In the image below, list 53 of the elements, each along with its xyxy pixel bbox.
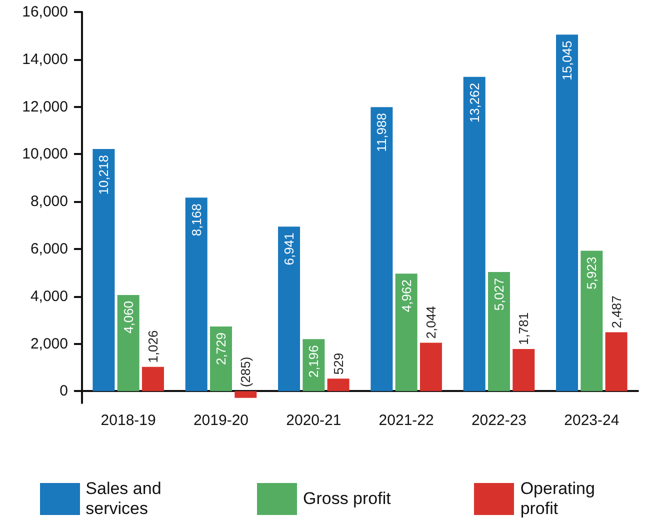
bar bbox=[210, 326, 232, 392]
data-label: 10,218 bbox=[96, 155, 112, 195]
y-tick-label: 0 bbox=[60, 382, 68, 400]
bar bbox=[185, 198, 208, 392]
data-label: 1,026 bbox=[145, 330, 160, 363]
bar bbox=[512, 348, 535, 392]
y-tick-label: 2,000 bbox=[30, 335, 68, 352]
bar bbox=[580, 250, 603, 392]
bar bbox=[278, 226, 300, 392]
bar bbox=[142, 366, 164, 392]
x-tick-label: 2023-24 bbox=[564, 412, 620, 429]
bar bbox=[420, 342, 442, 392]
legend-label: Gross profit bbox=[302, 489, 392, 509]
bar bbox=[395, 274, 418, 392]
data-label: 5,923 bbox=[584, 256, 600, 290]
data-label: 1,781 bbox=[516, 312, 532, 345]
data-label: (285) bbox=[238, 356, 254, 388]
y-tick-label: 14,000 bbox=[22, 50, 68, 68]
legend-label: Sales and services bbox=[86, 479, 162, 519]
bar bbox=[556, 34, 578, 392]
data-label: 2,196 bbox=[306, 345, 322, 378]
bar bbox=[370, 107, 393, 392]
data-label: 5,027 bbox=[492, 278, 506, 311]
x-tick-label: 2019-20 bbox=[193, 412, 249, 429]
data-label: 529 bbox=[330, 352, 346, 375]
bar bbox=[117, 294, 140, 392]
y-tick-label: 4,000 bbox=[30, 288, 68, 305]
data-label: 4,060 bbox=[120, 300, 136, 334]
x-tick-label: 2021-22 bbox=[378, 412, 434, 429]
legend-label: Operating profit bbox=[520, 479, 596, 519]
data-label: 4,962 bbox=[398, 280, 414, 312]
data-label: 11,988 bbox=[374, 113, 390, 152]
data-label: 2,487 bbox=[608, 296, 624, 328]
y-tick-label: 6,000 bbox=[30, 240, 68, 258]
data-label: 15,045 bbox=[560, 40, 575, 80]
x-tick-label: 2018-19 bbox=[100, 412, 156, 429]
bar bbox=[488, 272, 510, 392]
bar bbox=[605, 332, 628, 392]
data-label: 2,044 bbox=[423, 306, 438, 339]
data-label: 2,729 bbox=[214, 332, 228, 366]
bar bbox=[92, 149, 115, 392]
bar bbox=[234, 391, 257, 398]
bar bbox=[463, 76, 486, 392]
x-tick-label: 2020-21 bbox=[286, 412, 342, 429]
x-tick-label: 2022-23 bbox=[471, 412, 527, 429]
data-label: 13,262 bbox=[466, 82, 482, 123]
bar bbox=[327, 378, 350, 392]
data-label: 8,168 bbox=[188, 204, 204, 236]
y-tick-label: 10,000 bbox=[22, 146, 68, 163]
y-tick-label: 12,000 bbox=[22, 98, 68, 116]
y-tick-label: 16,000 bbox=[22, 4, 68, 20]
data-label: 6,941 bbox=[282, 232, 297, 266]
y-tick-label: 8,000 bbox=[30, 193, 68, 210]
